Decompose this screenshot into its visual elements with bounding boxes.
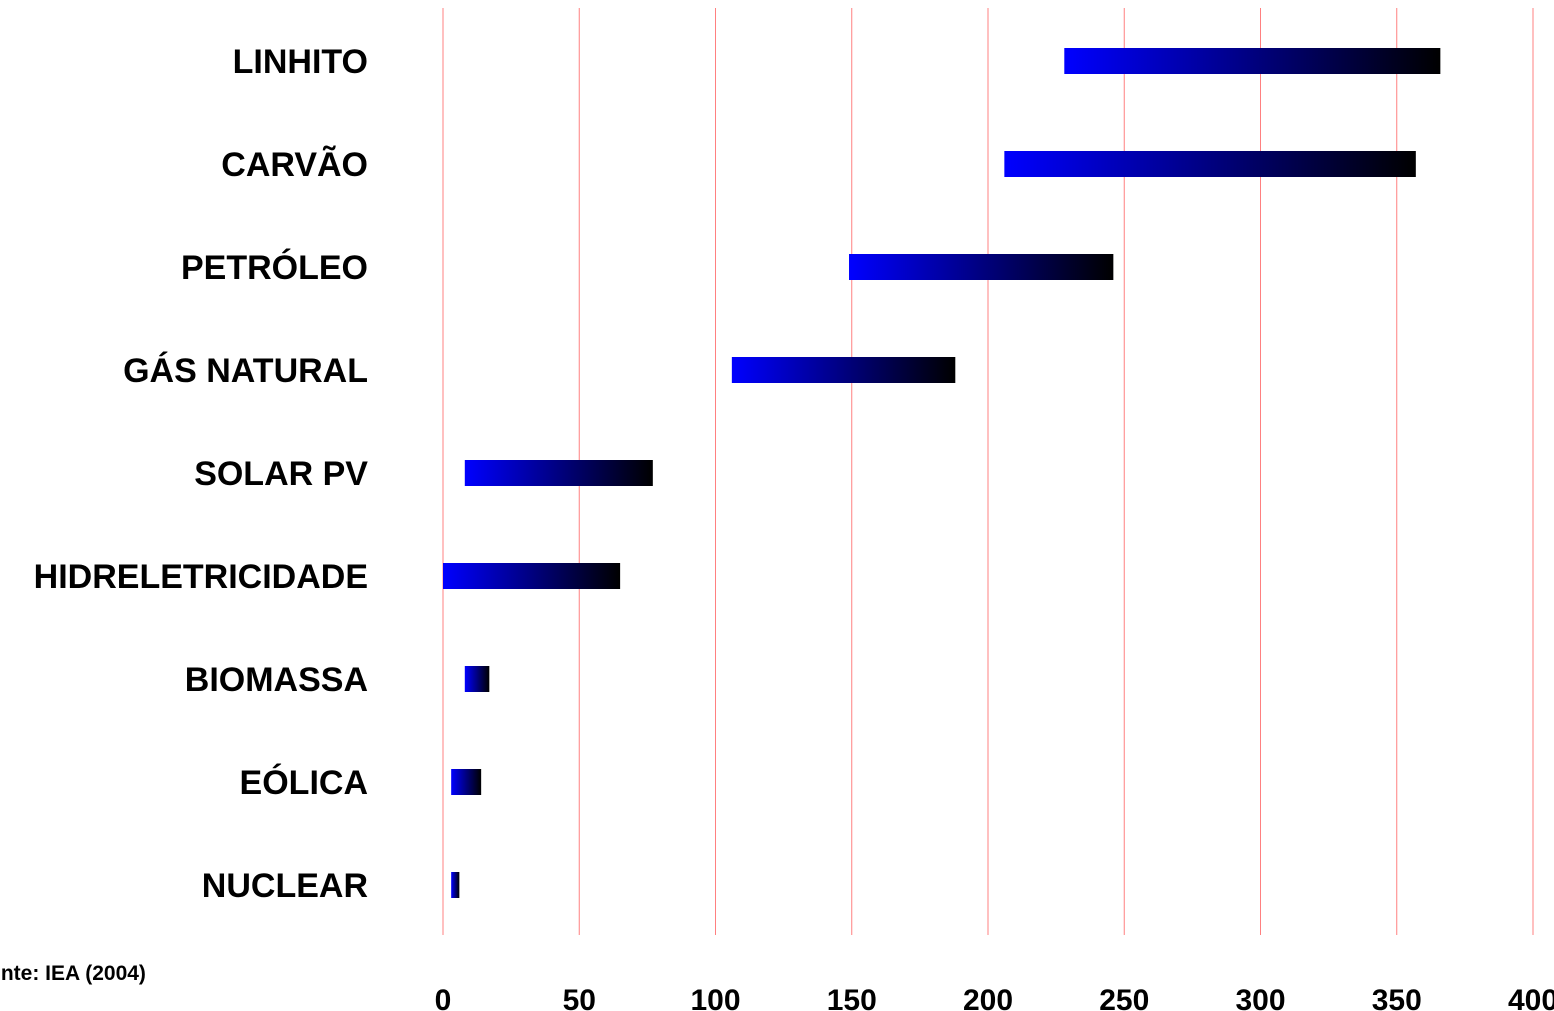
x-tick-label: 200 <box>963 984 1013 1011</box>
category-label: GÁS NATURAL <box>123 352 368 390</box>
category-label: HIDRELETRICIDADE <box>34 558 368 596</box>
category-label: EÓLICA <box>240 764 368 802</box>
source-note: onte: IEA (2004) <box>0 962 146 985</box>
bar-nuclear <box>451 872 460 898</box>
bar-linhito <box>1064 48 1441 74</box>
category-label: NUCLEAR <box>202 867 368 905</box>
x-tick-label: 150 <box>827 984 877 1011</box>
category-label: CARVÃO <box>221 146 368 184</box>
bar-solar-pv <box>464 460 653 486</box>
x-tick-label: 400 <box>1508 984 1554 1011</box>
bar-hidreletricidade <box>443 563 621 589</box>
bars <box>443 48 1441 898</box>
x-tick-label: 250 <box>1099 984 1149 1011</box>
x-tick-label: 100 <box>690 984 740 1011</box>
x-tick-labels: 0 50 100 150 200 250 300 350 400 <box>435 984 1554 1011</box>
x-tick-label: 350 <box>1372 984 1422 1011</box>
category-label: SOLAR PV <box>194 455 368 493</box>
category-labels: LINHITO CARVÃO PETRÓLEO GÁS NATURAL SOLAR PV… <box>34 43 369 905</box>
category-label: BIOMASSA <box>185 661 368 699</box>
x-tick-label: 0 <box>435 984 452 1011</box>
x-tick-label: 50 <box>563 984 596 1011</box>
x-tick-label: 300 <box>1235 984 1285 1011</box>
bar-gás-natural <box>731 357 956 383</box>
bar-petróleo <box>849 254 1114 280</box>
bar-eólica <box>451 769 482 795</box>
category-label: PETRÓLEO <box>181 249 368 287</box>
bar-biomassa <box>464 666 490 692</box>
category-label: LINHITO <box>233 43 368 81</box>
bar-carvão <box>1004 151 1416 177</box>
